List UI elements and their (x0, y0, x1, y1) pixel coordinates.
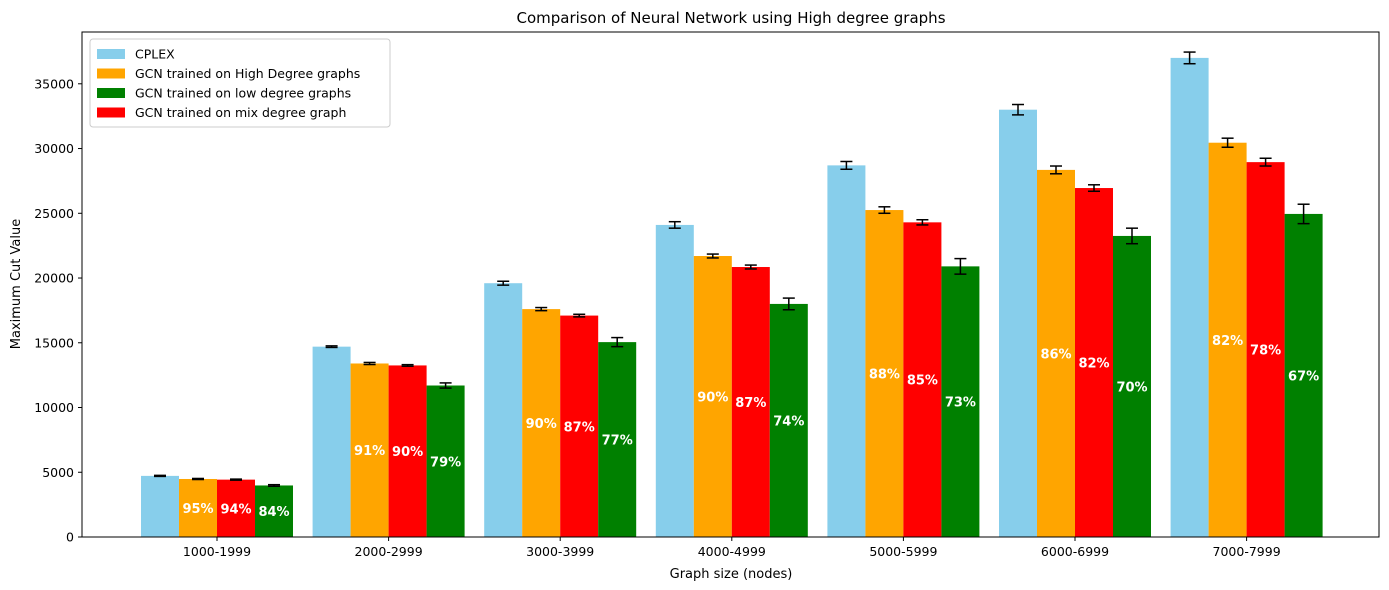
y-tick-label: 30000 (34, 141, 74, 156)
legend-swatch (97, 49, 125, 59)
bar (350, 363, 389, 537)
y-axis: 0 5000 10000 15000 20000 25000 30000 35000 (34, 76, 82, 545)
bar (388, 365, 427, 537)
y-tick-label: 25000 (34, 206, 74, 221)
percent-label: 86% (1040, 347, 1071, 362)
percent-label: 87% (564, 420, 595, 435)
bar (1170, 57, 1209, 538)
bar (312, 346, 351, 537)
bar (941, 266, 980, 537)
plot-area: 95% 94% 84% 91% 90% 79% 90% 87% 77% 90% 87% 74% 88% 8… (141, 51, 1323, 538)
percent-label: 95% (182, 502, 213, 517)
plot-frame (81, 31, 1380, 538)
bar (598, 342, 637, 537)
x-tick-label: 3000-3999 (526, 544, 594, 559)
legend-box (89, 38, 391, 128)
x-tick-label: 6000-6999 (1041, 544, 1109, 559)
legend-swatch (97, 68, 125, 79)
bar (1113, 235, 1151, 537)
legend: CPLEX GCN trained on High Degree graphs GC… (89, 38, 391, 128)
percent-label: 87% (735, 396, 766, 411)
x-tick-label: 7000-7999 (1213, 544, 1281, 559)
bar (1037, 169, 1075, 537)
bar (827, 165, 866, 537)
bar (1246, 162, 1285, 537)
percent-label: 70% (1116, 380, 1147, 395)
bar (1208, 142, 1247, 537)
percent-label: 84% (258, 505, 289, 520)
bar (655, 224, 694, 537)
percent-label: 78% (1250, 344, 1281, 359)
percent-label: 82% (1078, 357, 1109, 372)
chart-title: Comparison of Neural Network using High … (516, 9, 945, 27)
percent-label: 94% (220, 502, 251, 517)
y-tick-label: 15000 (34, 335, 74, 350)
legend-swatch (97, 107, 125, 118)
bar (217, 479, 255, 537)
bar (141, 475, 179, 537)
percent-label: 74% (773, 414, 804, 429)
bar (426, 385, 465, 537)
bar (1284, 213, 1323, 537)
y-axis-label: Maximum Cut Value (9, 219, 24, 349)
x-tick-label: 2000-2999 (355, 544, 423, 559)
bar (522, 309, 561, 537)
percent-label: 90% (697, 391, 728, 406)
bar (255, 485, 293, 537)
percent-label: 90% (526, 417, 557, 432)
x-tick-label: 4000-4999 (698, 544, 766, 559)
percent-label: 91% (354, 444, 385, 459)
bar (179, 478, 217, 537)
bar (865, 210, 904, 538)
legend-entry: GCN trained on low degree graphs (135, 86, 351, 101)
x-axis-label: Graph size (nodes) (670, 567, 793, 582)
percent-label: 77% (602, 434, 633, 449)
bar (693, 256, 732, 537)
percent-label: 79% (430, 455, 461, 470)
bar (731, 267, 770, 537)
legend-entry: CPLEX (135, 47, 175, 62)
legend-swatch (97, 88, 125, 98)
bar (1075, 188, 1113, 538)
bar (484, 283, 523, 537)
percent-label: 85% (907, 374, 938, 389)
percent-label: 73% (945, 396, 976, 411)
legend-entry: GCN trained on High Degree graphs (135, 66, 360, 81)
y-tick-label: 0 (66, 530, 74, 545)
bar (560, 315, 599, 537)
y-tick-label: 5000 (42, 465, 74, 480)
bar (769, 303, 808, 537)
x-tick-label: 1000-1999 (183, 544, 251, 559)
bar (999, 109, 1037, 537)
percent-label: 82% (1212, 334, 1243, 349)
legend-entry: GCN trained on mix degree graph (135, 105, 346, 120)
x-tick-label: 5000-5999 (869, 544, 937, 559)
y-tick-label: 20000 (34, 271, 74, 286)
percent-label: 90% (392, 445, 423, 460)
bar (903, 222, 942, 537)
percent-label: 67% (1288, 369, 1319, 384)
y-tick-label: 10000 (34, 400, 74, 415)
y-tick-label: 35000 (34, 76, 74, 91)
percent-label: 88% (869, 368, 900, 383)
x-axis: 1000-1999 2000-2999 3000-3999 4000-4999 5000… (183, 537, 1281, 559)
